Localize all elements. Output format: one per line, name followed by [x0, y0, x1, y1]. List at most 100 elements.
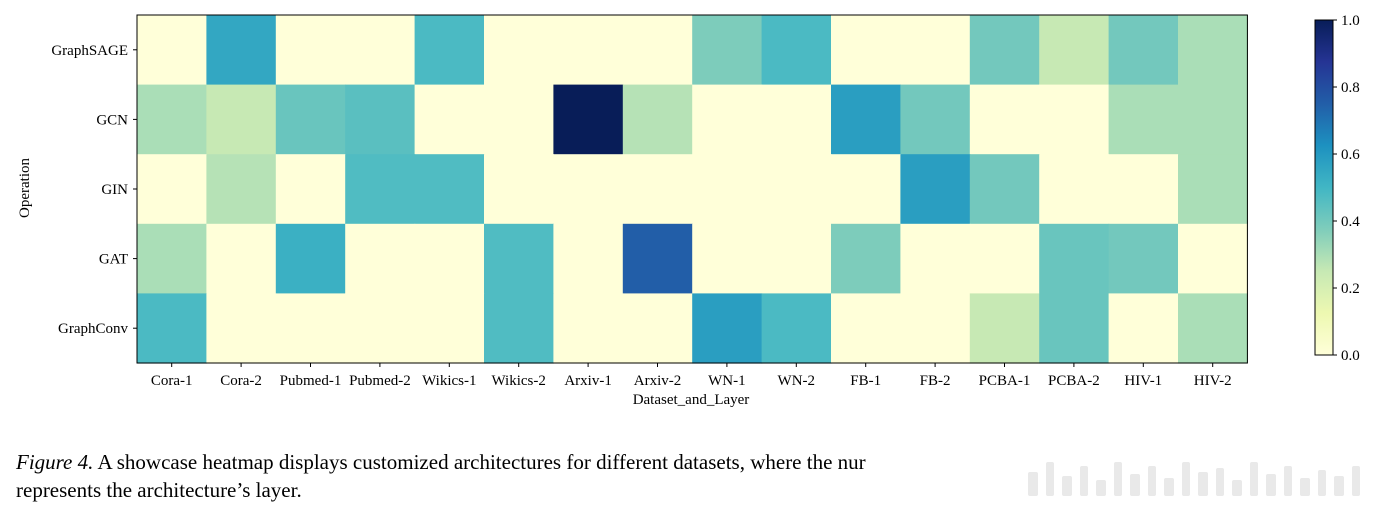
x-tick-label: WN-1 — [708, 373, 746, 389]
heatmap-cell-GraphConv-HIV-1 — [1108, 293, 1179, 364]
heatmap-cell-GCN-PCBA-2 — [1039, 84, 1110, 155]
heatmap-cell-GCN-Pubmed-2 — [345, 84, 416, 155]
heatmap-cell-GIN-HIV-1 — [1108, 154, 1179, 225]
heatmap-cell-GraphSAGE-HIV-2 — [1178, 15, 1248, 86]
heatmap-cell-GAT-Cora-1 — [137, 223, 207, 294]
x-tick-label: Cora-1 — [151, 373, 193, 389]
caption-label: Figure 4. — [16, 450, 94, 474]
heatmap-cell-GraphSAGE-FB-1 — [831, 15, 901, 86]
heatmap-cell-GCN-WN-2 — [761, 84, 832, 155]
y-axis-label: Operation — [17, 158, 33, 218]
heatmap-cell-GAT-PCBA-2 — [1039, 223, 1110, 294]
heatmap-chart: Cora-1 Cora-2 Pubmed-1 Pubmed-2 Wikics-1 Wiki… — [17, 13, 1360, 408]
heatmap-cell-GraphSAGE-Pubmed-2 — [345, 15, 416, 86]
heatmap-cell-GraphConv-Pubmed-2 — [345, 293, 416, 364]
heatmap-cell-GraphConv-PCBA-1 — [969, 293, 1040, 364]
x-tick-label: FB-2 — [920, 373, 951, 389]
x-tick-labels: Cora-1 Cora-2 Pubmed-1 Pubmed-2 Wikics-1 Wiki… — [151, 363, 1232, 389]
heatmap-cell-GCN-Cora-1 — [137, 84, 207, 155]
heatmap-cell-GraphConv-HIV-2 — [1178, 293, 1248, 364]
heatmap-cell-GIN-Pubmed-2 — [345, 154, 416, 225]
y-tick-label: GAT — [99, 252, 128, 268]
heatmap-cell-GIN-FB-1 — [831, 154, 901, 225]
heatmap-cell-GAT-Wikics-1 — [414, 223, 485, 294]
heatmap-cell-GraphSAGE-Arxiv-1 — [553, 15, 624, 86]
heatmap-cell-GIN-WN-2 — [761, 154, 832, 225]
heatmap-cell-GraphConv-Arxiv-2 — [622, 293, 693, 364]
colorbar-tick-label: 0.0 — [1341, 348, 1360, 364]
heatmap-cell-GIN-WN-1 — [692, 154, 763, 225]
heatmap-cell-GraphConv-FB-2 — [900, 293, 971, 364]
heatmap-cell-GCN-FB-2 — [900, 84, 971, 155]
heatmap-cell-GCN-HIV-1 — [1108, 84, 1179, 155]
y-tick-label: GCN — [96, 112, 128, 128]
heatmap-cell-GraphConv-PCBA-2 — [1039, 293, 1110, 364]
colorbar — [1314, 19, 1334, 356]
x-tick-label: HIV-1 — [1124, 373, 1162, 389]
heatmap-cell-GCN-Cora-2 — [206, 84, 277, 155]
x-tick-label: FB-1 — [850, 373, 881, 389]
heatmap-cell-GraphConv-FB-1 — [831, 293, 901, 364]
heatmap-cell-GAT-PCBA-1 — [969, 223, 1040, 294]
heatmap-cell-GraphSAGE-Wikics-2 — [484, 15, 554, 86]
heatmap-cell-GCN-Wikics-1 — [414, 84, 485, 155]
x-tick-label: Arxiv-1 — [564, 373, 612, 389]
heatmap-cell-GCN-FB-1 — [831, 84, 901, 155]
heatmap-cell-GIN-Arxiv-1 — [553, 154, 624, 225]
y-tick-label: GIN — [101, 182, 128, 198]
figure-caption: Figure 4. A showcase heatmap displays cu… — [16, 448, 1366, 504]
x-tick-label: PCBA-1 — [979, 373, 1031, 389]
heatmap-cell-GraphConv-Arxiv-1 — [553, 293, 624, 364]
heatmap-cell-GCN-WN-1 — [692, 84, 763, 155]
colorbar-tick-label: 0.4 — [1341, 214, 1360, 230]
heatmap-cell-GIN-Pubmed-1 — [275, 154, 346, 225]
heatmap-cell-GraphConv-Pubmed-1 — [275, 293, 346, 364]
colorbar-tick-label: 0.8 — [1341, 80, 1360, 96]
x-tick-label: Wikics-1 — [422, 373, 476, 389]
x-tick-label: PCBA-2 — [1048, 373, 1100, 389]
caption-line2: represents the architecture’s layer. — [16, 478, 302, 502]
heatmap-cell-GAT-HIV-2 — [1178, 223, 1248, 294]
heatmap-cell-GAT-Pubmed-2 — [345, 223, 416, 294]
colorbar-tick-label: 0.6 — [1341, 147, 1360, 163]
heatmap-cell-GIN-Wikics-2 — [484, 154, 554, 225]
heatmap-cell-GraphSAGE-WN-1 — [692, 15, 763, 86]
heatmap-cell-GraphSAGE-Cora-1 — [137, 15, 207, 86]
heatmap-cell-GraphSAGE-Cora-2 — [206, 15, 277, 86]
x-axis-label: Dataset_and_Layer — [633, 392, 750, 408]
heatmap-cell-GIN-Wikics-1 — [414, 154, 485, 225]
y-tick-label: GraphSAGE — [51, 43, 128, 59]
heatmap-cell-GraphSAGE-Pubmed-1 — [275, 15, 346, 86]
heatmap-cell-GIN-Arxiv-2 — [622, 154, 693, 225]
heatmap-cell-GraphSAGE-HIV-1 — [1108, 15, 1179, 86]
x-tick-label: HIV-2 — [1194, 373, 1232, 389]
heatmap-cell-GAT-Pubmed-1 — [275, 223, 346, 294]
x-tick-label: Arxiv-2 — [634, 373, 682, 389]
heatmap-cell-GraphConv-WN-1 — [692, 293, 763, 364]
heatmap-cell-GCN-HIV-2 — [1178, 84, 1248, 155]
heatmap-cell-GAT-Wikics-2 — [484, 223, 554, 294]
heatmap-cell-GAT-HIV-1 — [1108, 223, 1179, 294]
heatmap-cell-GCN-Pubmed-1 — [275, 84, 346, 155]
colorbar-tick-label: 0.2 — [1341, 281, 1360, 297]
heatmap-cell-GraphConv-Cora-2 — [206, 293, 277, 364]
heatmap-cells — [137, 15, 1248, 364]
heatmap-cell-GIN-HIV-2 — [1178, 154, 1248, 225]
heatmap-cell-GAT-FB-1 — [831, 223, 901, 294]
heatmap-cell-GraphConv-Wikics-2 — [484, 293, 554, 364]
heatmap-cell-GCN-Arxiv-1 — [553, 84, 624, 155]
heatmap-cell-GraphConv-Cora-1 — [137, 293, 207, 364]
heatmap-cell-GIN-Cora-2 — [206, 154, 277, 225]
heatmap-cell-GAT-Arxiv-2 — [622, 223, 693, 294]
watermark-logo — [1028, 452, 1368, 498]
heatmap-cell-GIN-FB-2 — [900, 154, 971, 225]
heatmap-cell-GraphSAGE-Arxiv-2 — [622, 15, 693, 86]
heatmap-cell-GAT-Arxiv-1 — [553, 223, 624, 294]
heatmap-cell-GraphSAGE-PCBA-1 — [969, 15, 1040, 86]
x-tick-label: Pubmed-2 — [349, 373, 411, 389]
heatmap-cell-GraphSAGE-PCBA-2 — [1039, 15, 1110, 86]
heatmap-cell-GAT-FB-2 — [900, 223, 971, 294]
y-tick-labels: GraphSAGE GCN GIN GAT GraphConv — [51, 43, 137, 337]
heatmap-cell-GCN-PCBA-1 — [969, 84, 1040, 155]
heatmap-cell-GCN-Wikics-2 — [484, 84, 554, 155]
